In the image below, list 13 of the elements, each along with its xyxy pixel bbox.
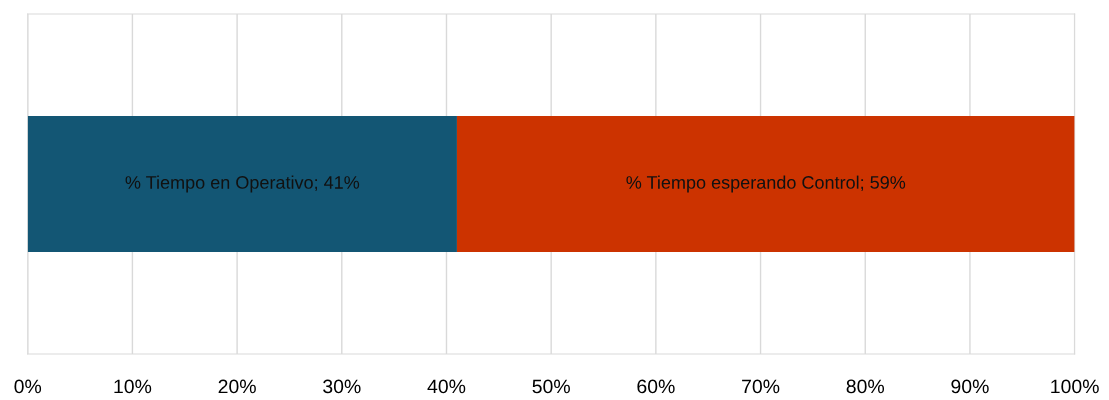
x-tick-label: 100%: [1051, 379, 1099, 394]
x-tick-label: 30%: [323, 379, 361, 394]
x-tick-label: 60%: [637, 379, 675, 394]
x-tick-label: 20%: [218, 379, 256, 394]
x-tick-label: 40%: [427, 379, 466, 394]
x-tick-label: 80%: [846, 379, 885, 394]
x-tick-label: 90%: [951, 379, 989, 394]
x-tick-label: 70%: [742, 379, 780, 394]
data-label: % Tiempo esperando Control; 59%: [626, 175, 906, 193]
x-tick-label: 0%: [14, 379, 42, 394]
data-label: % Tiempo en Operativo; 41%: [125, 175, 360, 193]
x-tick-label: 10%: [114, 379, 152, 394]
x-tick-label: 50%: [532, 379, 570, 394]
